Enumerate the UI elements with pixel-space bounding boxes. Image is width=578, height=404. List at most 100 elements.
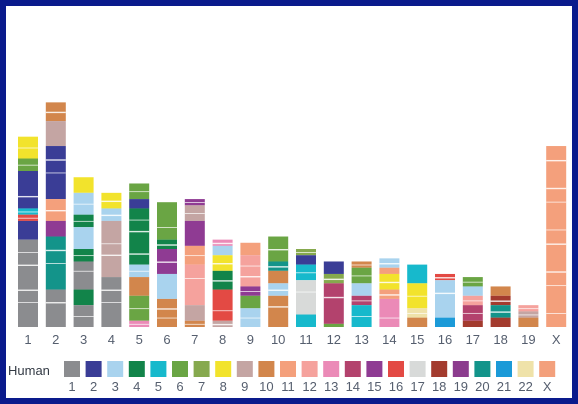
segment-chr14-1 [379,267,400,274]
segment-chr6-3 [157,273,177,299]
segment-chr6-4 [157,298,177,327]
band-stripe [518,314,539,316]
band-stripe [379,263,400,265]
band-stripe [184,323,205,325]
band-stripe [18,217,38,219]
band-stripe [45,159,66,161]
segment-chr16-1 [435,280,455,318]
band-stripe [101,289,122,291]
band-stripe [18,302,38,303]
legend-swatch-22 [517,361,534,377]
band-stripe [546,285,567,287]
legend-label-3: 3 [112,379,119,394]
chromosome-label-4: 4 [108,332,115,347]
band-stripe [157,244,177,246]
segment-chr18-0 [490,286,511,296]
legend-label-18: 18 [432,379,446,394]
chromosome-label-17: 17 [466,332,480,347]
segment-chr14-4 [379,298,400,327]
chromosome-label-5: 5 [136,332,143,347]
band-stripe [435,292,455,295]
segment-chr10-2 [268,270,289,284]
band-stripe [45,263,66,264]
band-stripe [18,195,38,198]
band-stripe [184,213,205,214]
segment-chr11-3 [296,280,316,315]
chromosome-14 [379,258,400,327]
legend-swatch-14 [344,361,361,377]
band-stripe [212,310,233,312]
band-stripe [157,227,177,228]
band-stripe [73,220,94,222]
chromosome-6 [157,202,177,327]
segment-chr12-3 [323,323,344,327]
legend-label-4: 4 [133,379,140,394]
legend-swatch-16 [388,361,404,377]
chromosome-label-11: 11 [299,332,313,347]
band-stripe [546,243,567,245]
segment-chr3-0 [73,177,94,193]
segment-chr1-6 [18,239,38,327]
band-stripe [184,278,205,279]
segment-chr5-5 [129,295,150,321]
legend-label-22: 22 [518,379,532,394]
band-stripe [490,311,511,313]
segment-chr12-0 [323,261,344,274]
legend-label-X: X [543,379,552,394]
band-stripe [407,295,428,297]
legend-label-17: 17 [410,379,424,394]
band-stripe [462,281,483,283]
chromosome-11 [296,249,316,327]
band-stripe [129,219,150,221]
chromosome-15 [407,264,428,327]
band-stripe [212,242,233,245]
legend-label-6: 6 [176,379,183,394]
legend-swatch-4 [128,361,145,377]
legend-swatch-7 [193,361,210,377]
chromosome-label-2: 2 [52,332,59,347]
band-stripe [379,294,400,296]
legend-label-12: 12 [302,379,316,394]
segment-chr11-1 [296,255,316,265]
chromosome-label-X: X [552,332,561,347]
legend-swatch-19 [452,361,469,377]
band-stripe [240,291,261,292]
band-stripe [45,111,66,114]
chromosome-19 [518,305,539,327]
band-stripe [101,254,122,257]
legend-swatch-11 [280,361,296,377]
segment-chr2-4 [45,220,66,237]
band-stripe [212,280,233,282]
band-stripe [268,266,289,268]
chromosome-label-10: 10 [271,332,285,347]
chromosome-18 [490,286,511,327]
legend-label-11: 11 [281,379,295,394]
segment-chr7-5 [184,305,205,321]
band-stripe [73,203,94,205]
legend-swatch-12 [301,361,318,377]
band-stripe [18,264,38,266]
band-stripe [323,278,344,281]
segment-chr18-1 [490,295,511,306]
band-stripe [518,308,539,310]
chromosome-13 [351,261,372,327]
band-stripe [435,277,455,279]
band-stripe [296,252,316,253]
chromosome-label-14: 14 [382,332,396,347]
segment-chr5-4 [129,277,150,296]
legend-swatch-3 [107,361,124,377]
band-stripe [18,289,38,291]
segment-chr3-2 [73,214,94,228]
chromosome-3 [73,177,94,327]
band-stripe [73,316,94,317]
chromosome-label-1: 1 [24,332,31,347]
band-stripe [351,264,372,266]
segment-chr8-4 [212,289,233,321]
legend: Human 1 2 3 4 5 6 7 8 9 10 11 12 13 14 15 16 17 18 19 20 21 2… [8,361,556,394]
band-stripe [462,300,483,302]
segment-chr14-0 [379,258,400,268]
segment-chr4-3 [101,277,122,327]
segment-chr9-1 [240,255,261,287]
legend-swatch-20 [474,361,491,377]
band-stripe [546,229,567,231]
